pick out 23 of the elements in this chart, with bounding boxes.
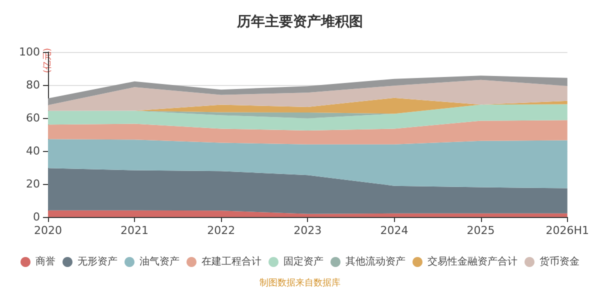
legend-label: 在建工程合计 <box>202 256 262 268</box>
legend-label: 货币资金 <box>540 256 580 268</box>
legend-label: 交易性金融资产合计 <box>428 256 518 268</box>
chart-title: 历年主要资产堆积图 <box>236 13 363 30</box>
x-tick-label: 2021 <box>120 224 149 237</box>
legend-label: 其他流动资产 <box>346 256 406 268</box>
legend-label: 无形资产 <box>78 256 118 268</box>
text: 制图数据来自数据库 <box>260 278 340 288</box>
y-tick-label: 0 <box>33 210 40 224</box>
x-tick-label: 2024 <box>380 224 408 237</box>
y-tick-label: 60 <box>26 112 40 124</box>
y-tick-label: 100 <box>19 46 40 58</box>
y-tick-label: 20 <box>26 178 40 190</box>
y-tick-label: 80 <box>26 78 40 92</box>
x-tick-label: 2025 <box>466 224 495 237</box>
legend-label: 商誉 <box>36 256 56 268</box>
legend-label: 固定资产 <box>284 256 324 268</box>
y-tick-label: 40 <box>26 144 40 158</box>
x-tick-label: 2026H1 <box>546 224 589 237</box>
legend-label: 油气资产 <box>140 256 180 268</box>
x-tick-label: 2022 <box>207 224 236 237</box>
x-tick-label: 2020 <box>34 224 62 237</box>
x-tick-label: 2023 <box>294 224 322 237</box>
